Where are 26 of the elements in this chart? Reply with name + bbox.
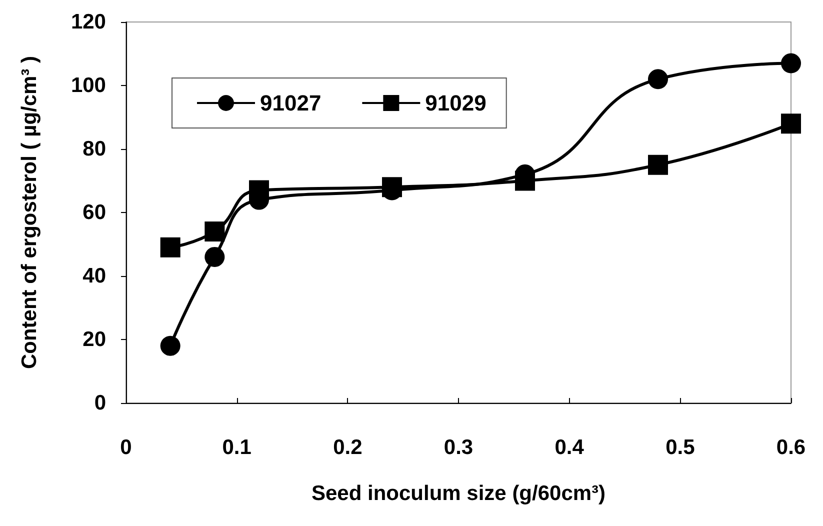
y-tick-label: 0 xyxy=(94,392,106,414)
x-tick-label: 0.6 xyxy=(776,436,806,459)
y-tick-label: 100 xyxy=(70,74,106,97)
point xyxy=(781,53,801,74)
point xyxy=(160,237,180,258)
x-tick-label: 0.3 xyxy=(444,436,474,459)
x-tick-label: 0.5 xyxy=(666,436,696,459)
x-tick-label: 0.4 xyxy=(554,436,584,459)
point xyxy=(204,246,225,267)
y-tick-label: 20 xyxy=(82,328,106,351)
point xyxy=(648,69,668,90)
y-axis-title: Content of ergosterol ( µg/cm³ ) xyxy=(18,56,41,370)
point xyxy=(160,336,180,356)
point xyxy=(204,222,225,242)
x-axis-title: Seed inoculum size (g/60cm³) xyxy=(311,482,606,505)
x-tick-label: 0.1 xyxy=(222,436,252,459)
x-tick-label: 0 xyxy=(120,436,132,459)
y-tick-label: 60 xyxy=(82,201,106,224)
y-tick-label: 120 xyxy=(70,10,106,34)
point xyxy=(648,154,668,175)
point xyxy=(781,114,801,134)
legend-label: 91027 xyxy=(260,90,322,116)
y-tick-label: 80 xyxy=(82,138,106,160)
legend-label: 91029 xyxy=(425,90,486,116)
y-tick-label: 40 xyxy=(82,264,106,288)
x-tick-label: 0.2 xyxy=(333,436,362,459)
